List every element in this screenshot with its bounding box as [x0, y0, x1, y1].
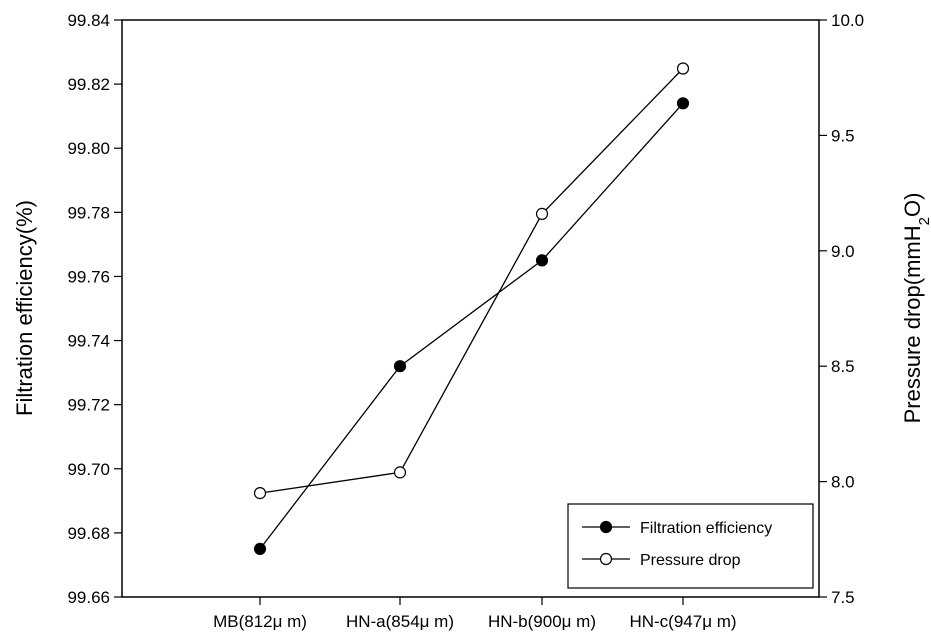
left-tick-label: 99.78 — [67, 203, 110, 222]
series-0-point — [393, 360, 407, 373]
series-0-point — [676, 97, 690, 110]
right-tick-label: 9.5 — [831, 126, 855, 145]
right-axis-title-main: Pressure drop(mmH — [900, 225, 925, 423]
x-category-label: HN-a(854μ m) — [346, 612, 454, 631]
right-axis-ticks: 7.5 8.0 8.5 9.0 9.5 10.0 — [819, 11, 864, 607]
left-tick-label: 99.72 — [67, 396, 110, 415]
x-category-label: HN-c(947μ m) — [629, 612, 736, 631]
left-tick-label: 99.80 — [67, 139, 110, 158]
legend: Filtration efficiency Pressure drop — [567, 503, 814, 589]
right-tick-label: 8.0 — [831, 473, 855, 492]
right-axis-title-subscript: 2 — [916, 217, 931, 225]
right-tick-label: 10.0 — [831, 11, 864, 30]
left-tick-label: 99.66 — [67, 588, 110, 607]
left-tick-label: 99.68 — [67, 524, 110, 543]
left-axis-ticks: 99.66 99.68 99.70 99.72 99.74 99.76 99.78 99.80… — [67, 11, 122, 607]
right-axis-title-suffix: O) — [900, 193, 925, 217]
x-category-label: MB(812μ m) — [213, 612, 307, 631]
right-tick-label: 8.5 — [831, 357, 855, 376]
x-category-label: HN-b(900μ m) — [488, 612, 596, 631]
series-layer — [253, 62, 690, 556]
legend-label-filtration: Filtration efficiency — [640, 520, 772, 537]
legend-marker-pressure — [599, 552, 613, 566]
series-line-1 — [259, 68, 684, 494]
left-axis-title: Filtration efficiency(%) — [12, 200, 37, 416]
left-tick-label: 99.70 — [67, 460, 110, 479]
legend-label-pressure: Pressure drop — [640, 552, 741, 569]
series-1-point — [676, 62, 690, 75]
right-tick-label: 7.5 — [831, 588, 855, 607]
series-1-point — [253, 487, 267, 500]
legend-marker-filtration — [599, 520, 613, 534]
left-tick-label: 99.84 — [67, 11, 110, 30]
series-0-point — [535, 254, 549, 267]
legend-box — [567, 503, 814, 589]
series-line-0 — [259, 102, 684, 550]
left-tick-label: 99.76 — [67, 267, 110, 286]
plot-frame — [121, 19, 820, 598]
series-1-point — [393, 466, 407, 479]
left-tick-label: 99.74 — [67, 332, 110, 351]
series-1-point — [535, 207, 549, 220]
x-axis-category-labels: MB(812μ m) HN-a(854μ m) HN-b(900μ m) HN-c(9… — [213, 597, 737, 631]
left-tick-label: 99.82 — [67, 75, 110, 94]
right-axis-title: Pressure drop(mmH2O) — [900, 193, 931, 424]
series-0-point — [253, 542, 267, 556]
right-tick-label: 9.0 — [831, 242, 855, 261]
